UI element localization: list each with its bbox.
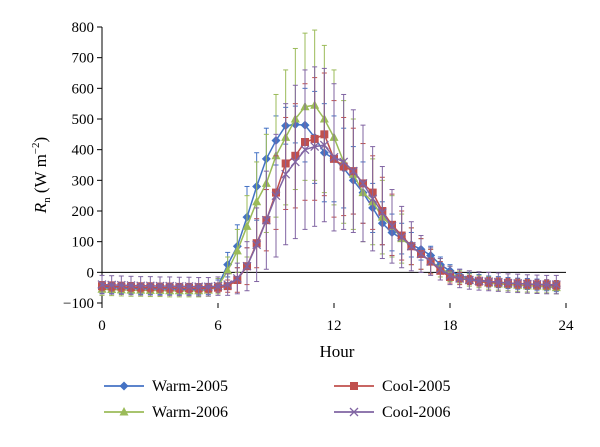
series-line bbox=[101, 144, 557, 288]
data-point bbox=[252, 240, 262, 250]
data-point bbox=[435, 264, 445, 274]
data-point bbox=[551, 280, 561, 290]
data-point bbox=[261, 215, 271, 225]
data-point bbox=[165, 281, 175, 291]
series-cool-2006 bbox=[97, 66, 561, 297]
series-warm-2006 bbox=[97, 29, 561, 298]
data-point bbox=[136, 281, 146, 291]
series-layer bbox=[97, 29, 561, 298]
x-axis-label: Hour bbox=[320, 342, 355, 361]
legend-label: Cool-2005 bbox=[382, 378, 450, 395]
data-point bbox=[503, 278, 513, 288]
x-tick-label: 6 bbox=[214, 318, 222, 334]
data-point bbox=[232, 274, 242, 283]
y-axis-label-close: ) bbox=[31, 137, 50, 143]
data-point bbox=[252, 196, 262, 206]
y-axis-label-sub: n bbox=[41, 197, 53, 203]
data-point bbox=[426, 257, 436, 267]
y-tick-label: 200 bbox=[72, 204, 95, 220]
data-point bbox=[455, 274, 465, 283]
legend-swatch-marker bbox=[119, 407, 129, 416]
y-tick-label: 500 bbox=[72, 112, 95, 128]
x-tick-label: 0 bbox=[98, 318, 106, 334]
y-tick-label: 400 bbox=[72, 143, 95, 159]
x-tick-label: 24 bbox=[559, 318, 575, 334]
series-line bbox=[102, 123, 557, 290]
series-cool-2005 bbox=[98, 72, 561, 294]
data-point bbox=[271, 191, 281, 201]
x-tick-label: 18 bbox=[443, 318, 458, 334]
data-point bbox=[300, 145, 310, 155]
data-point bbox=[145, 281, 155, 291]
data-point bbox=[107, 280, 117, 290]
data-point bbox=[522, 279, 532, 289]
data-point bbox=[203, 282, 213, 292]
data-point bbox=[97, 280, 107, 290]
y-tick-label: 100 bbox=[72, 235, 95, 251]
y-tick-label: 300 bbox=[72, 173, 95, 189]
data-point bbox=[377, 208, 387, 217]
legend-swatch-marker bbox=[119, 381, 129, 391]
data-point bbox=[358, 178, 368, 188]
data-point bbox=[126, 281, 136, 290]
data-point bbox=[368, 194, 378, 204]
legend-item-cool-2005: Cool-2005 bbox=[334, 378, 450, 395]
legend-item-warm-2005: Warm-2005 bbox=[104, 378, 228, 395]
y-axis-label-sup: −2 bbox=[30, 142, 42, 154]
data-point bbox=[542, 280, 552, 290]
legend-item-warm-2006: Warm-2006 bbox=[104, 404, 228, 421]
data-point bbox=[290, 157, 300, 167]
legend-label: Warm-2006 bbox=[152, 404, 228, 421]
data-point bbox=[464, 275, 474, 285]
data-point bbox=[474, 276, 484, 286]
series-line bbox=[101, 133, 557, 290]
data-point bbox=[116, 280, 126, 290]
data-point bbox=[232, 245, 242, 255]
data-point bbox=[223, 280, 233, 290]
legend: Warm-2005 Cool-2005 Warm-2006 Cool-2006 bbox=[104, 378, 450, 421]
data-point bbox=[387, 221, 397, 231]
data-point bbox=[445, 270, 455, 280]
legend-swatch-marker bbox=[349, 407, 359, 417]
data-point bbox=[281, 169, 291, 179]
data-point bbox=[416, 249, 426, 259]
y-axis-label-main: R bbox=[31, 202, 50, 214]
data-point bbox=[513, 278, 523, 288]
legend-label: Warm-2005 bbox=[152, 378, 228, 395]
legend-swatch-marker bbox=[350, 382, 358, 390]
data-point bbox=[194, 282, 204, 292]
data-point bbox=[493, 277, 503, 287]
data-point bbox=[155, 281, 165, 291]
data-point bbox=[484, 277, 494, 286]
data-point bbox=[348, 166, 358, 176]
data-point bbox=[174, 281, 184, 291]
y-tick-label: 600 bbox=[72, 81, 95, 97]
y-tick-label: 700 bbox=[72, 51, 95, 67]
data-point bbox=[532, 279, 542, 289]
legend-label: Cool-2006 bbox=[382, 404, 450, 421]
data-point bbox=[242, 261, 252, 271]
data-point bbox=[213, 281, 223, 291]
data-point bbox=[223, 265, 233, 275]
y-axis-label: Rn (W m−2) bbox=[30, 137, 53, 214]
data-point bbox=[319, 140, 329, 150]
y-tick-label: −100 bbox=[63, 296, 94, 312]
data-point bbox=[339, 157, 349, 167]
data-point bbox=[406, 241, 416, 251]
y-tick-label: 0 bbox=[87, 265, 95, 281]
y-axis-label-unit: (W m bbox=[31, 154, 50, 197]
legend-item-cool-2006: Cool-2006 bbox=[334, 404, 450, 421]
data-point bbox=[397, 232, 407, 242]
series-line bbox=[101, 104, 557, 292]
y-tick-label: 800 bbox=[72, 20, 95, 36]
series-warm-2005 bbox=[97, 87, 561, 296]
x-tick-label: 12 bbox=[327, 318, 342, 334]
data-point bbox=[184, 281, 194, 291]
data-point bbox=[310, 142, 320, 152]
data-point bbox=[242, 221, 252, 230]
data-point bbox=[329, 152, 339, 162]
